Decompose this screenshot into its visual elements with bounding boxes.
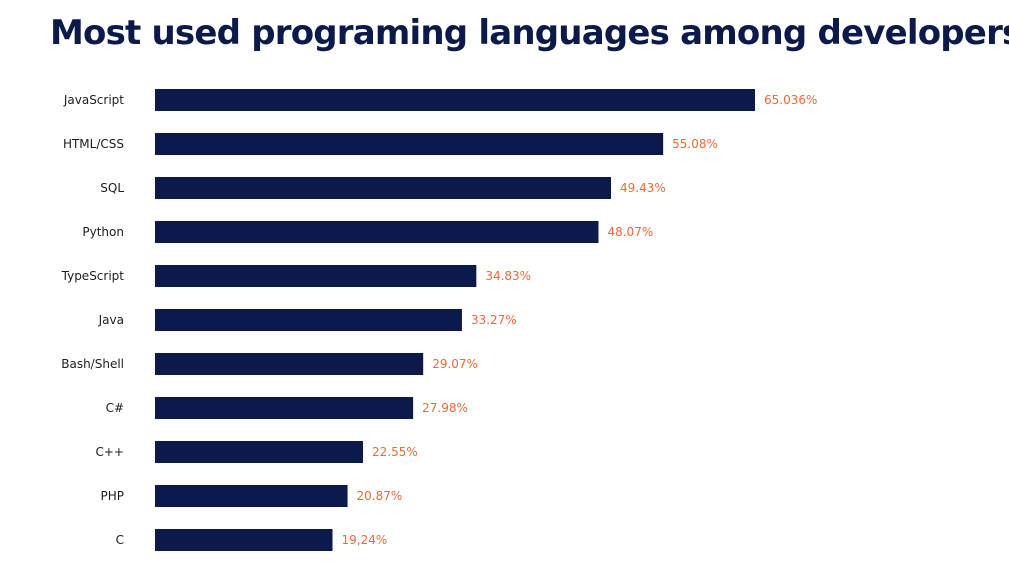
bar-row: SQL 49.43% xyxy=(100,177,666,199)
bar-row: Bash/Shell 29.07% xyxy=(61,353,478,375)
category-label: Python xyxy=(82,225,124,239)
bar xyxy=(155,89,755,111)
value-label: 48.07% xyxy=(607,225,653,239)
category-label: TypeScript xyxy=(61,269,125,283)
bar xyxy=(155,353,424,375)
bar-row: HTML/CSS 55.08% xyxy=(63,133,718,155)
bar xyxy=(155,133,664,155)
bar-row: C 19,24% xyxy=(116,529,388,551)
category-label: C++ xyxy=(96,445,125,459)
category-label: C# xyxy=(106,401,124,415)
bar xyxy=(155,397,414,419)
value-label: 33.27% xyxy=(471,313,517,327)
bar-row: Java 33.27% xyxy=(98,309,517,331)
category-label: PHP xyxy=(101,489,125,503)
value-label: 19,24% xyxy=(342,533,388,547)
bar-row: C# 27.98% xyxy=(106,397,468,419)
value-label: 55.08% xyxy=(672,137,718,151)
bar-row: TypeScript 34.83% xyxy=(61,265,531,287)
bar xyxy=(155,485,348,507)
bar xyxy=(155,529,333,551)
value-label: 22.55% xyxy=(372,445,418,459)
bar xyxy=(155,441,364,463)
bar-row: JavaScript 65.036% xyxy=(63,89,817,111)
value-label: 29.07% xyxy=(432,357,478,371)
bar-row: C++ 22.55% xyxy=(96,441,418,463)
bar xyxy=(155,309,462,331)
value-label: 27.98% xyxy=(422,401,468,415)
category-label: C xyxy=(116,533,124,547)
category-label: HTML/CSS xyxy=(63,137,124,151)
bar-row: Python 48.07% xyxy=(82,221,653,243)
chart-title: Most used programing languages among dev… xyxy=(50,13,1009,53)
value-label: 34.83% xyxy=(485,269,531,283)
value-label: 49.43% xyxy=(620,181,666,195)
bar xyxy=(155,221,599,243)
bar xyxy=(155,265,477,287)
category-label: SQL xyxy=(100,181,124,195)
bar-row: PHP 20.87% xyxy=(101,485,403,507)
category-label: Java xyxy=(98,313,124,327)
category-label: Bash/Shell xyxy=(61,357,124,371)
category-label: JavaScript xyxy=(63,93,124,107)
value-label: 20.87% xyxy=(357,489,403,503)
value-label: 65.036% xyxy=(764,93,817,107)
bar xyxy=(155,177,612,199)
